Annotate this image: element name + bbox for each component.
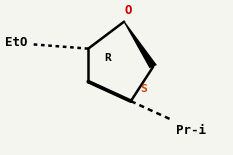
- Text: R: R: [104, 53, 111, 63]
- Polygon shape: [123, 21, 157, 68]
- Text: Pr-i: Pr-i: [176, 124, 206, 137]
- Text: EtO: EtO: [5, 36, 28, 49]
- Text: O: O: [125, 4, 132, 17]
- Text: S: S: [140, 84, 147, 94]
